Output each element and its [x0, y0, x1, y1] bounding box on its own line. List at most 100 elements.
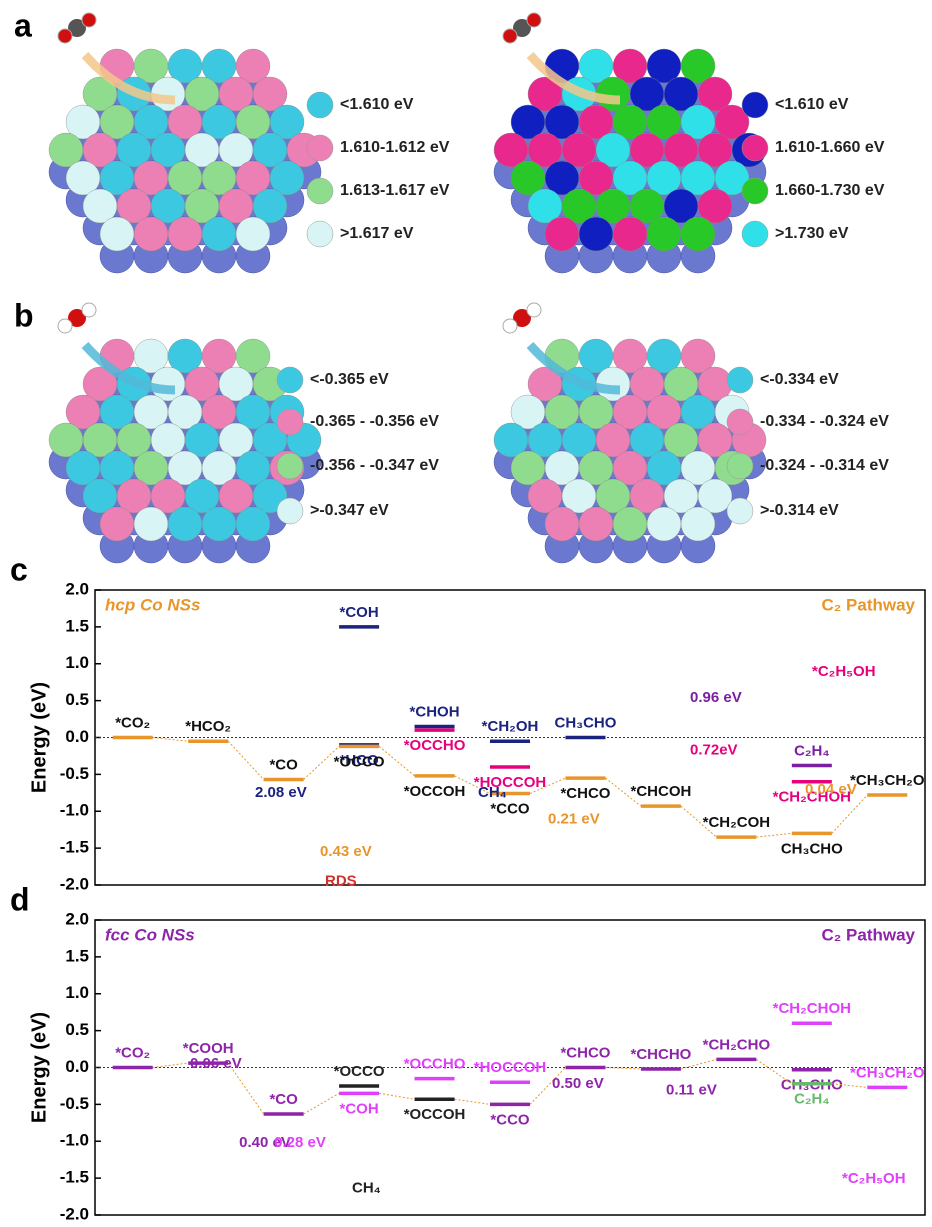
level-label: *CH₂CHOH	[773, 789, 851, 806]
legend-label: <-0.365 eV	[310, 371, 389, 388]
molecule-atom	[526, 12, 542, 28]
molecule-atom	[68, 309, 86, 327]
molecule-atom	[68, 19, 86, 37]
surface-atom	[714, 160, 750, 196]
y-tick-label: -2.0	[60, 1204, 89, 1222]
legend-swatch	[306, 220, 334, 248]
level-label: *OCCO	[334, 1063, 385, 1080]
surface-atom	[235, 48, 271, 84]
level-label: *CH₂OH	[482, 718, 539, 735]
connector	[529, 777, 566, 795]
y-tick-label: -1.5	[60, 1168, 89, 1187]
adsorption-arrow	[81, 52, 176, 105]
legend-swatch	[276, 366, 304, 394]
legend-label: 1.610-1.660 eV	[775, 139, 885, 156]
level-label: *OCCHO	[404, 737, 466, 754]
annotation: 0.72eV	[690, 742, 738, 759]
surface-atom	[680, 48, 716, 84]
molecule-atom	[513, 309, 531, 327]
level-label: *OCCOH	[404, 1106, 466, 1123]
surface-atom	[133, 506, 169, 542]
connector	[831, 1083, 868, 1088]
surface-atom	[252, 188, 288, 224]
connector	[756, 832, 792, 838]
surface-atom	[697, 76, 733, 112]
surface-atom	[235, 506, 271, 542]
level-label: *HOCCOH	[474, 774, 547, 791]
level-label: *CH₃CH₂O	[850, 1064, 925, 1081]
molecule-atom	[513, 19, 531, 37]
legend-swatch	[741, 134, 769, 162]
level-label: *HOCCOH	[474, 1059, 547, 1076]
legend-swatch	[741, 177, 769, 205]
annotation: 0.04 eV	[805, 781, 857, 798]
level-label: *CH₂CHO	[703, 1036, 771, 1053]
level-label: *CH₃CH₂O	[850, 772, 925, 789]
legend-swatch	[726, 452, 754, 480]
y-tick-label: 0.0	[65, 1057, 89, 1076]
level-label: *CO	[269, 757, 298, 774]
connector	[454, 775, 491, 794]
molecule-atom	[81, 302, 97, 318]
level-label: *CHCO	[560, 785, 610, 802]
surface-atom	[612, 216, 648, 252]
legend-swatch	[741, 220, 769, 248]
level-label: *CHCHO	[630, 1046, 691, 1063]
molecule-atom	[57, 28, 73, 44]
surface-atom	[252, 76, 288, 112]
legend-swatch	[726, 366, 754, 394]
y-tick-label: -1.0	[60, 1131, 89, 1150]
level-label: *CCO	[490, 801, 530, 818]
level-label: *COH	[340, 1100, 379, 1117]
molecule-atom	[526, 302, 542, 318]
annotation: 0.43 eV	[320, 843, 372, 860]
y-tick-label: 2.0	[65, 909, 89, 928]
surface-atom	[99, 216, 135, 252]
legend-label: -0.324 - -0.314 eV	[760, 457, 889, 474]
level-label: *CO₂	[115, 1044, 150, 1061]
surface-atom	[612, 506, 648, 542]
legend-swatch	[726, 497, 754, 525]
surface-atom	[235, 338, 271, 374]
legend-label: 1.613-1.617 eV	[340, 182, 450, 199]
legend-swatch	[306, 134, 334, 162]
legend-label: 1.610-1.612 eV	[340, 139, 450, 156]
annotation: 0.40 eV	[239, 1134, 291, 1151]
panel-letter: c	[10, 551, 28, 587]
connector	[303, 1092, 340, 1115]
surface-atom	[578, 506, 614, 542]
chart-title: hcp Co NSs	[105, 595, 200, 614]
annotation: *C₂H₅OH	[842, 1170, 906, 1187]
level-label: *CO₂	[115, 714, 150, 731]
level-label: CH₃CHO	[554, 714, 616, 731]
legend-label: >-0.347 eV	[310, 502, 389, 519]
y-axis-label: Energy (eV)	[28, 682, 50, 793]
chart-subtitle: C₂ Pathway	[821, 925, 915, 944]
legend-label: >1.730 eV	[775, 225, 849, 242]
connector	[831, 794, 868, 834]
annotation: 0.28 eV	[274, 1134, 326, 1151]
chart-subtitle: C₂ Pathway	[821, 595, 915, 614]
surface-atom	[646, 506, 682, 542]
level-label: *HCO	[340, 752, 380, 769]
level-label: *CHOH	[410, 703, 460, 720]
y-tick-label: -2.0	[60, 874, 89, 893]
surface-atom	[99, 506, 135, 542]
connector	[379, 1092, 415, 1100]
legend-swatch	[276, 452, 304, 480]
legend-label: -0.334 - -0.324 eV	[760, 413, 889, 430]
legend-swatch	[306, 91, 334, 119]
annotation: 0.21 eV	[548, 810, 600, 827]
level-label: *HCO₂	[185, 718, 231, 735]
y-tick-label: -1.0	[60, 801, 89, 820]
level-label: *COH	[340, 604, 379, 621]
adsorption-arrow	[526, 52, 621, 105]
y-tick-label: 0.0	[65, 727, 89, 746]
adsorption-arrow	[81, 342, 176, 395]
annotation: 0.06 eV	[190, 1055, 242, 1072]
y-tick-label: 0.5	[65, 690, 89, 709]
level-label: C₂H₄	[794, 1091, 829, 1108]
annotation: 2.08 eV	[255, 784, 307, 801]
panel-letter: a	[14, 7, 32, 43]
surface-atom	[201, 506, 237, 542]
